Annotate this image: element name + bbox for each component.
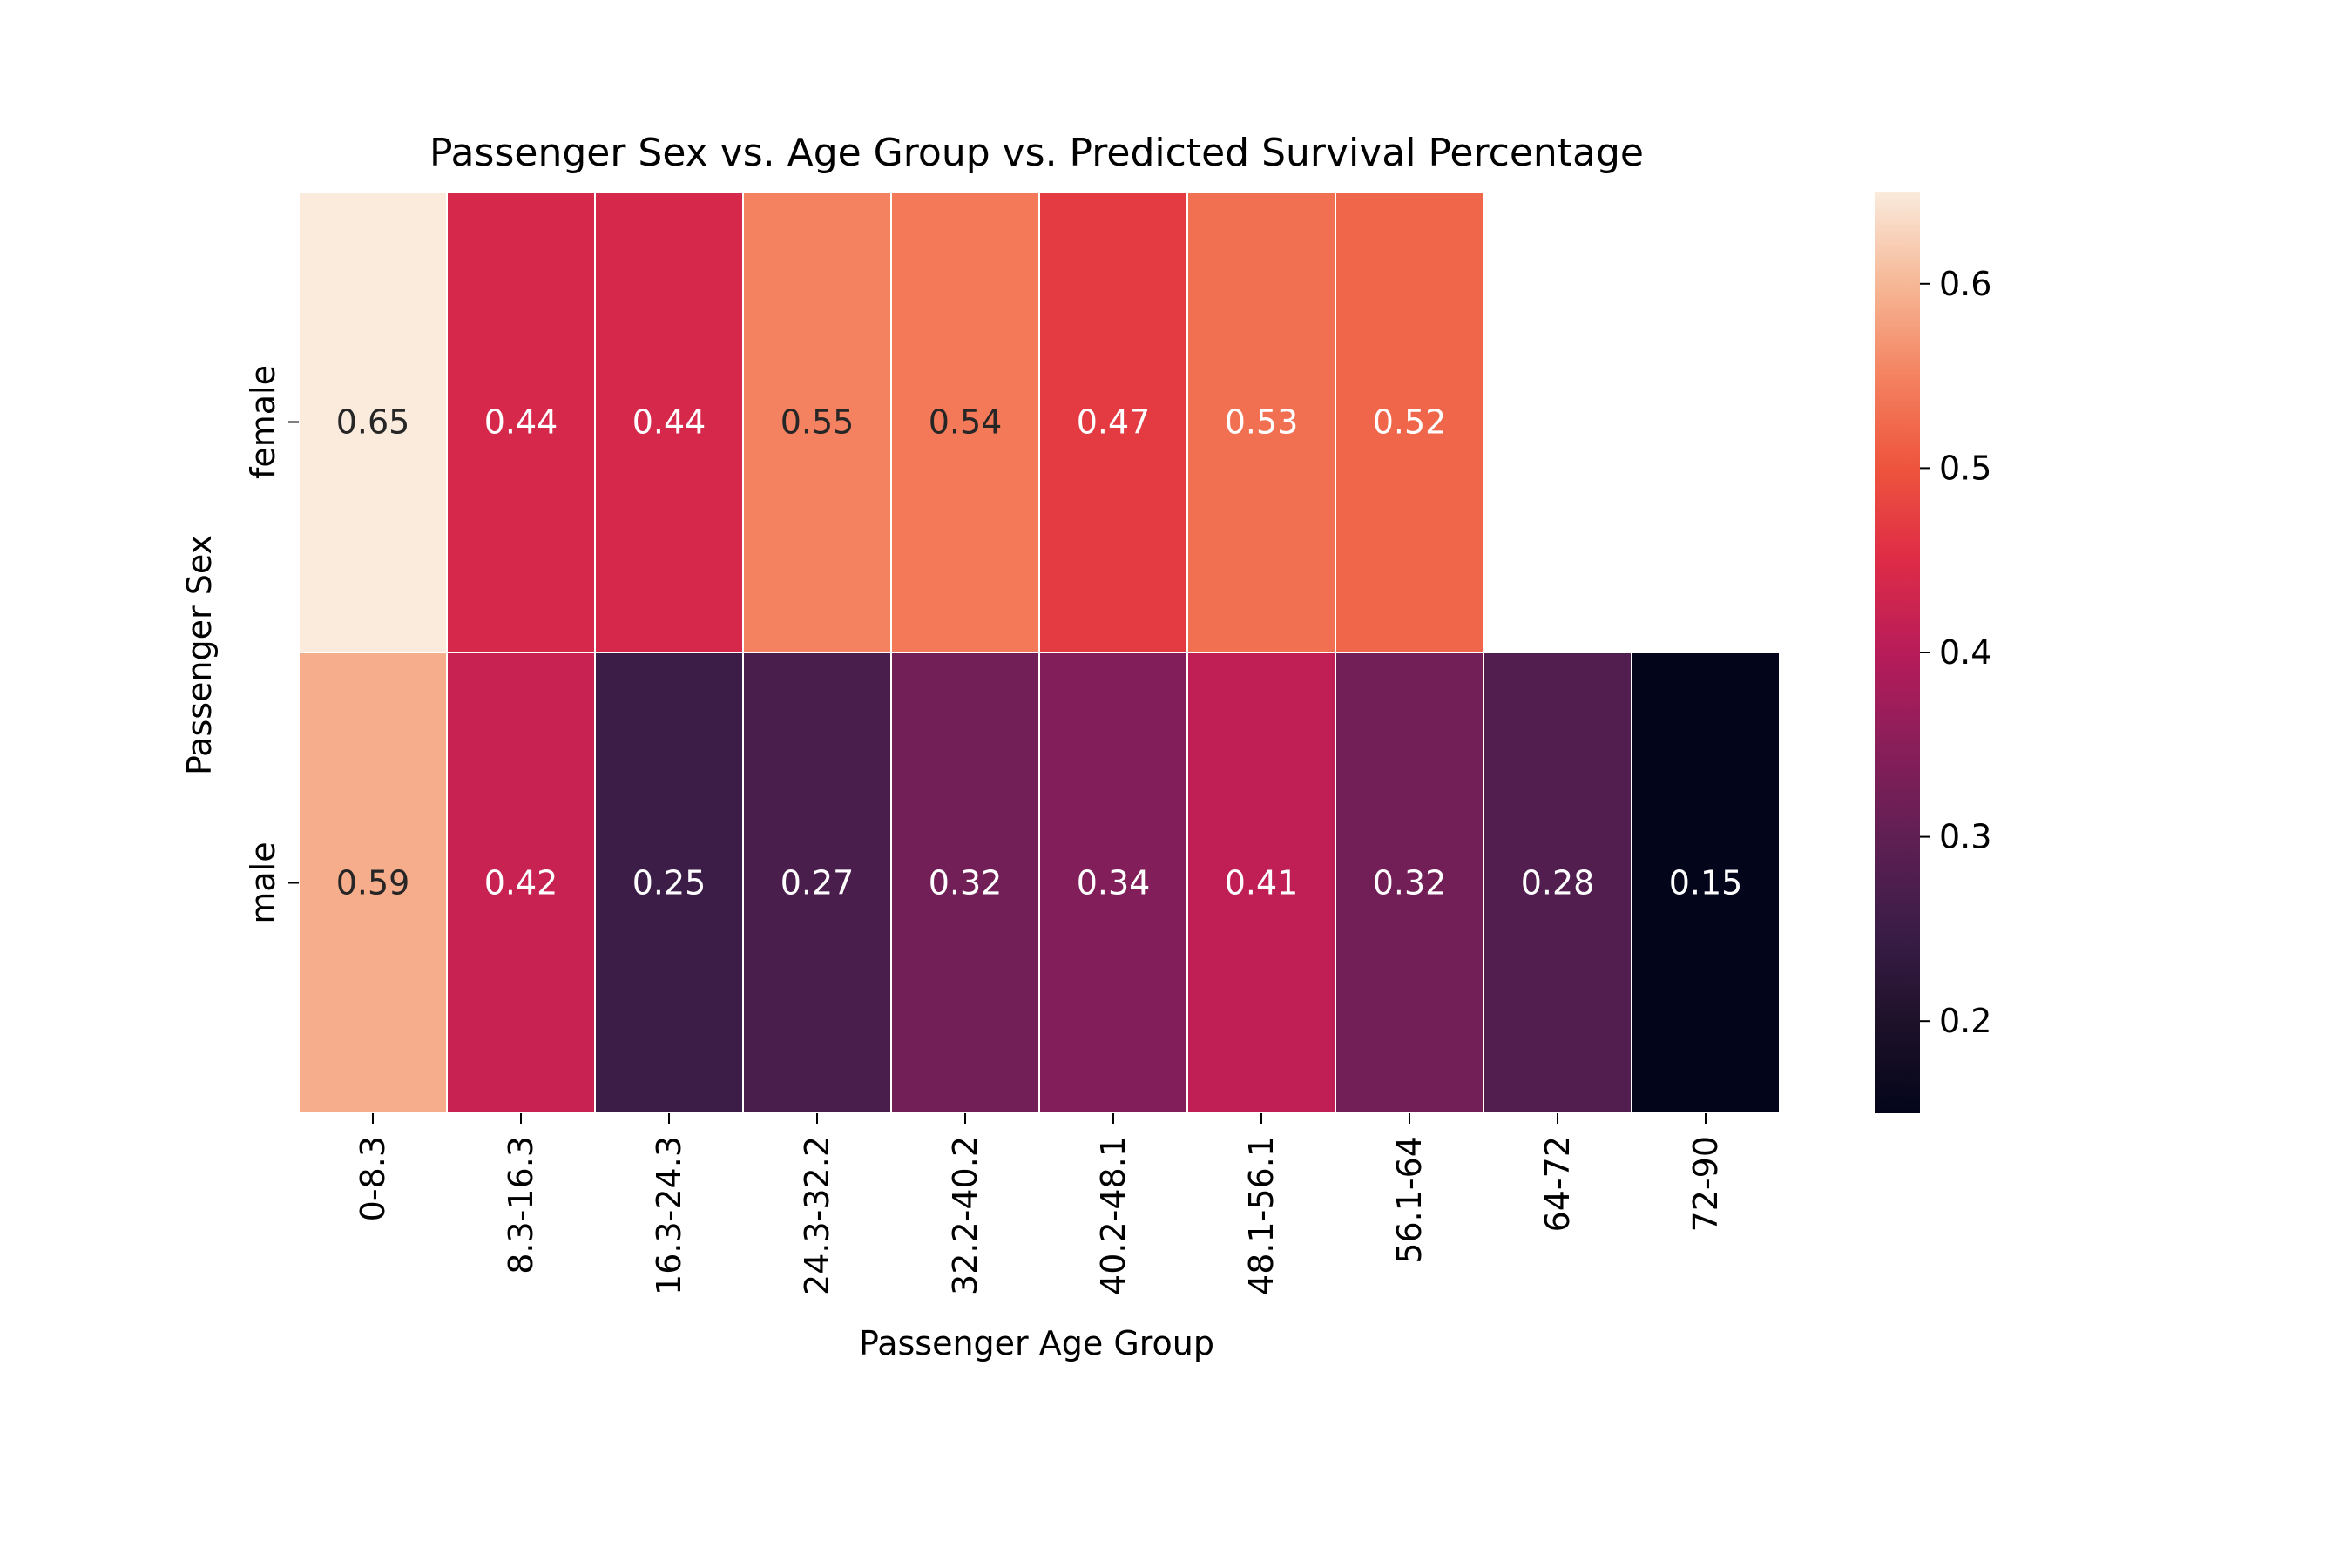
- x-tick-label: 24.3-32.2: [798, 1136, 836, 1295]
- cell-value-label: 0.52: [1373, 403, 1447, 442]
- cell-value-label: 0.15: [1669, 864, 1743, 902]
- cell-value-label: 0.44: [632, 403, 706, 442]
- cell-value-label: 0.27: [781, 864, 855, 902]
- cell-value-label: 0.25: [632, 864, 706, 902]
- cell-value-label: 0.44: [484, 403, 558, 442]
- cell-value-label: 0.55: [781, 403, 855, 442]
- colorbar-tick-label: 0.5: [1939, 449, 1991, 487]
- y-axis: female male: [244, 365, 299, 924]
- x-tick-label: 16.3-24.3: [650, 1136, 688, 1295]
- cell-value-label: 0.47: [1077, 403, 1151, 442]
- heatmap-cell: [1631, 652, 1781, 1114]
- cell-value-label: 0.32: [1373, 864, 1447, 902]
- heatmap-cell: [890, 652, 1040, 1114]
- cell-value-label: 0.34: [1077, 864, 1151, 902]
- heatmap-cell: [1335, 652, 1484, 1114]
- colorbar-gradient: [1875, 192, 1920, 1113]
- heatmap-cell: [1335, 191, 1484, 653]
- x-tick-label: 32.2-40.2: [946, 1136, 984, 1295]
- heatmap-cell: [742, 652, 892, 1114]
- chart-title: Passenger Sex vs. Age Group vs. Predicte…: [429, 131, 1644, 175]
- cell-value-label: 0.65: [336, 403, 410, 442]
- cell-value-label: 0.42: [484, 864, 558, 902]
- heatmap-cell: [890, 191, 1040, 653]
- heatmap-cell: [1186, 652, 1336, 1114]
- colorbar-tick-label: 0.6: [1939, 265, 1991, 303]
- x-tick-label: 72-90: [1686, 1136, 1725, 1232]
- colorbar-tick-label: 0.4: [1939, 633, 1991, 672]
- x-tick-label: 8.3-16.3: [502, 1136, 540, 1274]
- cell-value-label: 0.54: [929, 403, 1003, 442]
- heatmap-cell: [446, 191, 596, 653]
- heatmap-cell: [298, 191, 448, 653]
- heatmap-cell: [594, 191, 744, 653]
- x-tick-label: 64-72: [1538, 1136, 1577, 1232]
- y-axis-label: Passenger Sex: [180, 535, 219, 775]
- x-tick-label: 48.1-56.1: [1242, 1136, 1281, 1295]
- x-tick-label: 40.2-48.1: [1094, 1136, 1132, 1295]
- y-tick-label: female: [244, 365, 282, 479]
- heatmap-cell: [1038, 652, 1188, 1114]
- x-axis-label: Passenger Age Group: [859, 1324, 1214, 1362]
- colorbar: 0.2 0.3 0.4 0.5 0.6: [1875, 192, 1991, 1113]
- x-tick-label: 56.1-64: [1390, 1136, 1429, 1264]
- heatmap-cell: [742, 191, 892, 653]
- heatmap-cell: [1038, 191, 1188, 653]
- heatmap-cell: [1483, 652, 1632, 1114]
- cell-value-label: 0.53: [1225, 403, 1299, 442]
- heatmap-cell: [446, 652, 596, 1114]
- cell-value-label: 0.59: [336, 864, 410, 902]
- x-axis: 0-8.3 8.3-16.3 16.3-24.3 24.3-32.2 32.2-40.2…: [354, 1113, 1725, 1295]
- y-tick-label: male: [244, 841, 282, 923]
- cell-value-label: 0.28: [1521, 864, 1595, 902]
- cell-value-label: 0.32: [929, 864, 1003, 902]
- colorbar-tick-label: 0.3: [1939, 818, 1991, 856]
- colorbar-tick-label: 0.2: [1939, 1002, 1991, 1040]
- cell-value-label: 0.41: [1225, 864, 1299, 902]
- x-tick-label: 0-8.3: [354, 1136, 392, 1221]
- heatmap-cells: 0.65 0.44 0.44 0.55 0.54 0.47 0.53 0.52 0.59 0.42…: [298, 191, 1781, 1114]
